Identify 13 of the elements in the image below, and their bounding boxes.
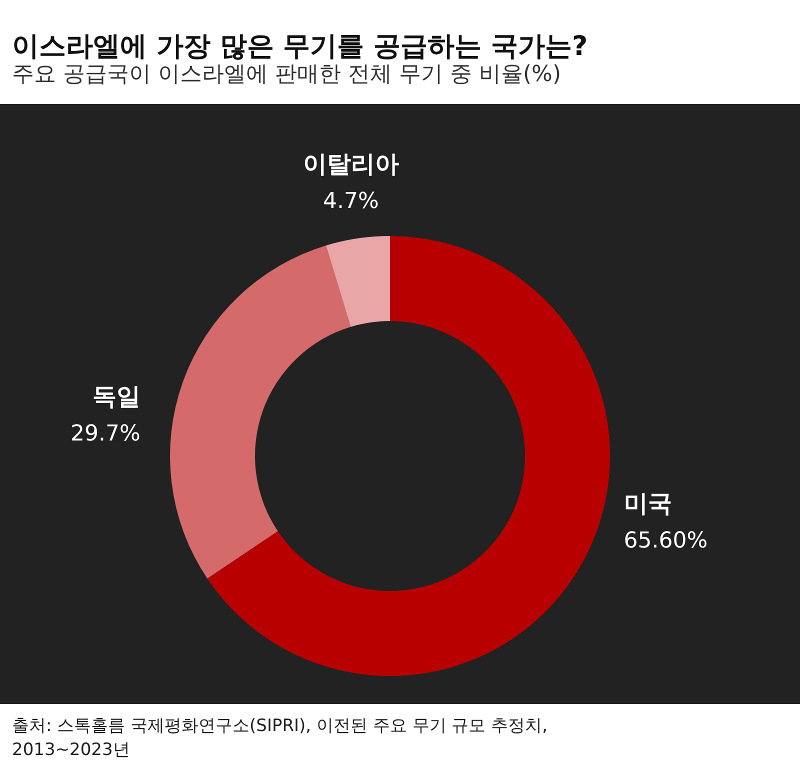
slice-label: 미국: [624, 489, 672, 518]
data-label: 65.60%: [624, 528, 708, 554]
donut-slice: [207, 236, 610, 676]
data-label: 4.7%: [323, 188, 379, 214]
donut-slice: [326, 236, 390, 327]
text: 2013~2023년: [12, 740, 130, 760]
donut-slice: [170, 246, 351, 579]
chart-title: 이스라엘에 가장 많은 무기를 공급하는 국가는?: [12, 31, 588, 62]
chart-subtitle: 주요 공급국이 이스라엘에 판매한 전체 무기 중 비율(%): [12, 62, 562, 87]
source-note: 출처: 스톡홀름 국제평화연구소(SIPRI), 이전된 주요 무기 규모 추정치,: [12, 716, 548, 736]
data-label: 29.7%: [70, 422, 140, 447]
slice-label: 독일: [92, 382, 140, 411]
slice-label: 이탈리아: [303, 150, 400, 178]
